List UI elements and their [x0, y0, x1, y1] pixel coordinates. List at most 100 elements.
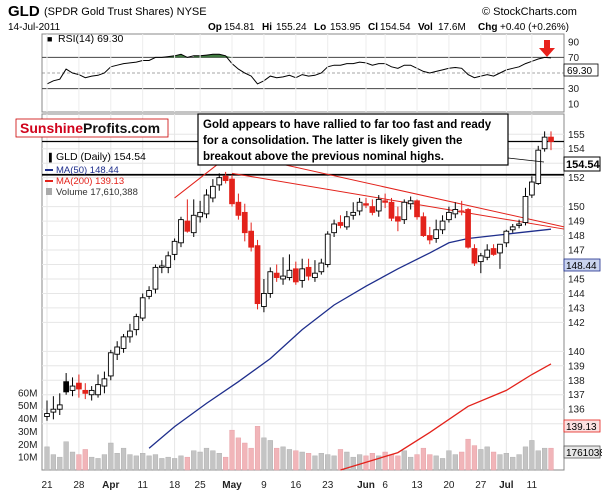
stat-op-value: 154.81: [224, 22, 255, 33]
candle-body: [471, 248, 478, 264]
stat-lo-value: 153.95: [330, 22, 361, 33]
candle-body: [318, 262, 325, 273]
price-tick-label: 154: [568, 144, 585, 155]
volume-bar: [57, 456, 63, 471]
candle-body: [248, 230, 255, 248]
date-tick-label: 16: [290, 480, 302, 491]
stat-vol-value: 17.6M: [438, 22, 466, 33]
last-price-tag-text: 154.54: [566, 159, 601, 171]
rsi-value-tag: 69.30: [563, 63, 599, 77]
volume-bar: [108, 442, 114, 471]
candle-body: [286, 269, 293, 278]
date-tick-label: 25: [195, 480, 207, 491]
annotation-line-3: breakout above the previous nominal high…: [203, 151, 444, 163]
volume-bar: [350, 456, 356, 471]
svg-text:▐: ▐: [46, 152, 52, 163]
stat-vol-label: Vol: [418, 22, 433, 33]
volume-bar: [427, 454, 433, 471]
down-arrow-icon: [539, 40, 555, 57]
candle-body: [120, 336, 127, 349]
volume-bar: [140, 453, 146, 471]
candle-body: [503, 230, 510, 244]
stat-cl-value: 154.54: [380, 22, 411, 33]
rsi-tag-text: 69.30: [567, 66, 592, 77]
date-tick-label: 6: [382, 480, 388, 491]
candle-body: [541, 136, 548, 150]
volume-bar: [305, 453, 312, 471]
volume-bar: [542, 447, 548, 471]
volume-bar: [178, 455, 184, 471]
svg-text:SunshineProfits.com: SunshineProfits.com: [20, 120, 160, 136]
candle-body: [261, 292, 267, 307]
candle-body: [203, 194, 210, 215]
candle-body: [63, 381, 69, 393]
volume-bar: [465, 438, 471, 471]
candle-body: [241, 211, 248, 234]
candle-body: [535, 149, 542, 184]
volume-bar: [76, 454, 82, 471]
price-tick-label: 144: [568, 289, 585, 300]
stat-chg-label: Chg: [478, 22, 497, 33]
rsi-grid: [42, 56, 564, 90]
date-axis: 21 28 Apr 11 18 25 May 9 16 23 Jun 6 13 20 27 Jul 11: [41, 480, 537, 491]
candle-body: [210, 185, 216, 199]
candle-body: [382, 200, 388, 203]
candle-body: [420, 216, 427, 237]
volume-bar: [478, 449, 484, 471]
volume-tick-label: 30M: [18, 427, 37, 438]
candle-body: [312, 272, 318, 278]
candle-body: [529, 181, 535, 196]
rsi-tick-label: 70: [568, 53, 580, 64]
volume-bar: [382, 451, 388, 471]
volume-bar: [325, 454, 331, 471]
rsi-line: [46, 53, 552, 85]
candle-body: [158, 265, 165, 268]
volume-bar: [452, 454, 458, 471]
volume-bar: [395, 455, 401, 471]
legend-ma50: MA(50) 148.44: [56, 165, 119, 176]
volume-tick-label: 60M: [18, 388, 37, 399]
price-legend: ▐ GLD (Daily) 154.54 MA(50) 148.44 MA(20…: [45, 151, 146, 198]
candle-body: [401, 201, 408, 221]
candle-body: [446, 211, 452, 221]
last-price-tag: 154.54: [563, 156, 601, 172]
candle-body: [146, 290, 152, 297]
volume-bar: [299, 451, 305, 471]
volume-bar: [503, 453, 509, 471]
svg-text:Gold appears to have rallied t: Gold appears to have rallied to far too …: [203, 119, 494, 163]
volume-bar: [191, 450, 197, 471]
candle-body: [452, 209, 459, 215]
volume-bar: [210, 450, 216, 471]
candle-body: [439, 220, 446, 231]
copyright-text: © StockCharts.com: [482, 6, 577, 18]
candle-body: [139, 297, 146, 319]
price-tick-label: 139: [568, 361, 585, 372]
candle-body: [433, 229, 440, 239]
volume-tag-text: 17610388: [566, 448, 602, 459]
candle-body: [497, 243, 503, 254]
ma50-tag: 148.44: [563, 258, 601, 272]
candle-body: [299, 268, 306, 281]
volume-bar: [133, 455, 139, 471]
volume-bar: [548, 447, 554, 471]
volume-bar: [95, 458, 101, 471]
volume-bar: [89, 456, 95, 471]
volume-bar: [165, 456, 171, 471]
candle-body: [273, 272, 280, 278]
date-tick-label: 28: [73, 480, 85, 491]
rsi-legend-marker: ■: [47, 34, 52, 44]
volume-bar: [197, 451, 203, 471]
volume-bar: [376, 455, 382, 471]
candle-body: [44, 413, 50, 417]
volume-bar: [388, 454, 395, 471]
volume-bar: [184, 456, 190, 471]
candle-body: [133, 316, 140, 331]
rsi-tick-label: 10: [568, 100, 580, 111]
candle-body: [101, 378, 108, 387]
price-tick-label: 136: [568, 405, 585, 416]
volume-tick-label: 10M: [18, 453, 37, 464]
candle-body: [171, 240, 178, 255]
volume-bar: [484, 446, 490, 471]
candle-body: [426, 235, 433, 241]
